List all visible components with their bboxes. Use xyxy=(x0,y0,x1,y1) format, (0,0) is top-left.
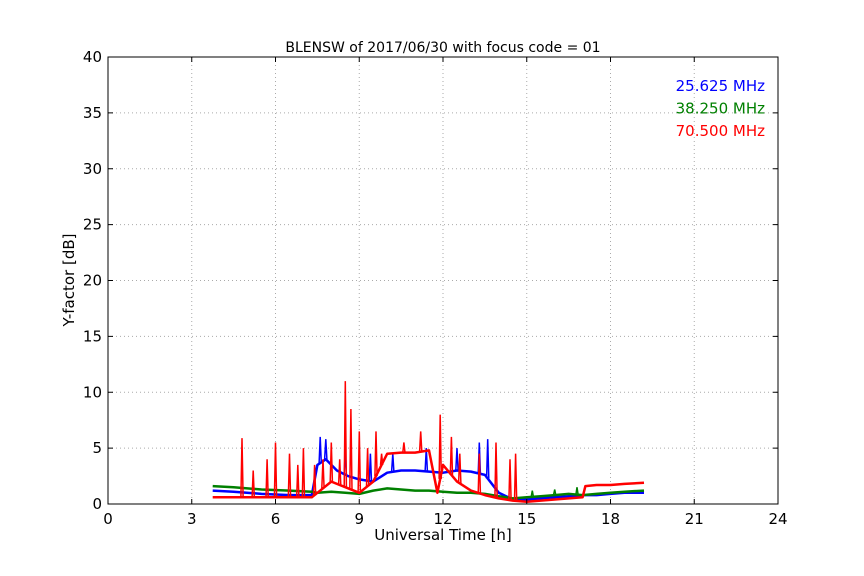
y-tick-label: 0 xyxy=(92,495,102,513)
series-line-70-500-mhz xyxy=(212,449,645,504)
y-tick-label: 10 xyxy=(83,383,102,401)
spike-38-250-mhz xyxy=(552,489,557,496)
axis-ticks: 0 3 6 9 12 15 18 21 24 0 5 10 15 20 25 30 35 40 xyxy=(83,48,788,528)
legend-entry: 38.250 MHz xyxy=(676,100,765,118)
spike-38-250-mhz xyxy=(530,490,535,497)
spike-70-500-mhz xyxy=(457,453,462,484)
y-tick-label: 30 xyxy=(83,160,102,178)
x-tick-label: 12 xyxy=(433,510,452,528)
spike-70-500-mhz xyxy=(374,431,378,477)
spike-25-625-mhz xyxy=(323,439,328,460)
spike-70-500-mhz xyxy=(240,438,244,498)
y-axis-label: Y-factor [dB] xyxy=(60,233,78,327)
y-tick-label: 5 xyxy=(92,439,102,457)
spike-25-625-mhz xyxy=(455,448,459,471)
spike-70-500-mhz xyxy=(312,464,317,496)
spike-25-625-mhz xyxy=(368,453,373,482)
spike-70-500-mhz xyxy=(418,431,423,452)
x-tick-label: 21 xyxy=(685,510,704,528)
spike-70-500-mhz xyxy=(379,453,384,465)
spike-70-500-mhz xyxy=(343,381,348,488)
spike-70-500-mhz xyxy=(301,448,306,498)
spike-70-500-mhz xyxy=(295,464,300,498)
series-70-500-mhz xyxy=(212,381,645,504)
spike-25-625-mhz xyxy=(318,436,323,464)
series-layer xyxy=(212,381,645,504)
spike-70-500-mhz xyxy=(513,453,518,501)
y-tick-label: 25 xyxy=(83,216,102,234)
spike-70-500-mhz xyxy=(402,442,406,453)
chart-title: BLENSW of 2017/06/30 with focus code = 0… xyxy=(285,40,600,56)
spike-70-500-mhz xyxy=(321,459,325,489)
grid-lines xyxy=(108,57,778,504)
spike-38-250-mhz xyxy=(575,487,579,495)
x-tick-label: 6 xyxy=(271,510,281,528)
y-tick-label: 15 xyxy=(83,327,102,345)
x-tick-label: 18 xyxy=(601,510,620,528)
y-tick-label: 40 xyxy=(83,48,102,66)
spike-70-500-mhz xyxy=(477,453,482,494)
spike-25-625-mhz xyxy=(390,453,395,472)
spike-70-500-mhz xyxy=(365,448,370,487)
spike-25-625-mhz xyxy=(424,448,429,472)
spike-70-500-mhz xyxy=(449,436,454,475)
x-tick-label: 3 xyxy=(187,510,197,528)
spike-70-500-mhz xyxy=(494,442,498,498)
spike-70-500-mhz xyxy=(273,442,278,498)
spike-70-500-mhz xyxy=(508,459,512,501)
legend-entry: 25.625 MHz xyxy=(676,77,765,95)
spike-70-500-mhz xyxy=(438,414,443,479)
x-tick-label: 15 xyxy=(517,510,536,528)
spike-70-500-mhz xyxy=(251,470,256,498)
legend-entry: 70.500 MHz xyxy=(676,122,765,140)
spike-70-500-mhz xyxy=(357,431,362,493)
legend: 25.625 MHz 38.250 MHz 70.500 MHz xyxy=(676,77,765,140)
spike-70-500-mhz xyxy=(337,459,342,486)
x-tick-label: 0 xyxy=(103,510,113,528)
x-axis-label: Universal Time [h] xyxy=(374,526,512,544)
x-tick-label: 24 xyxy=(768,510,787,528)
y-tick-label: 20 xyxy=(83,272,102,290)
spike-70-500-mhz xyxy=(349,408,353,490)
spike-70-500-mhz xyxy=(329,442,334,482)
spike-70-500-mhz xyxy=(265,459,269,498)
spike-25-625-mhz xyxy=(485,439,490,479)
spike-70-500-mhz xyxy=(287,453,292,498)
x-tick-label: 9 xyxy=(354,510,364,528)
y-tick-label: 35 xyxy=(83,104,102,122)
series-line-25-625-mhz xyxy=(212,458,644,501)
